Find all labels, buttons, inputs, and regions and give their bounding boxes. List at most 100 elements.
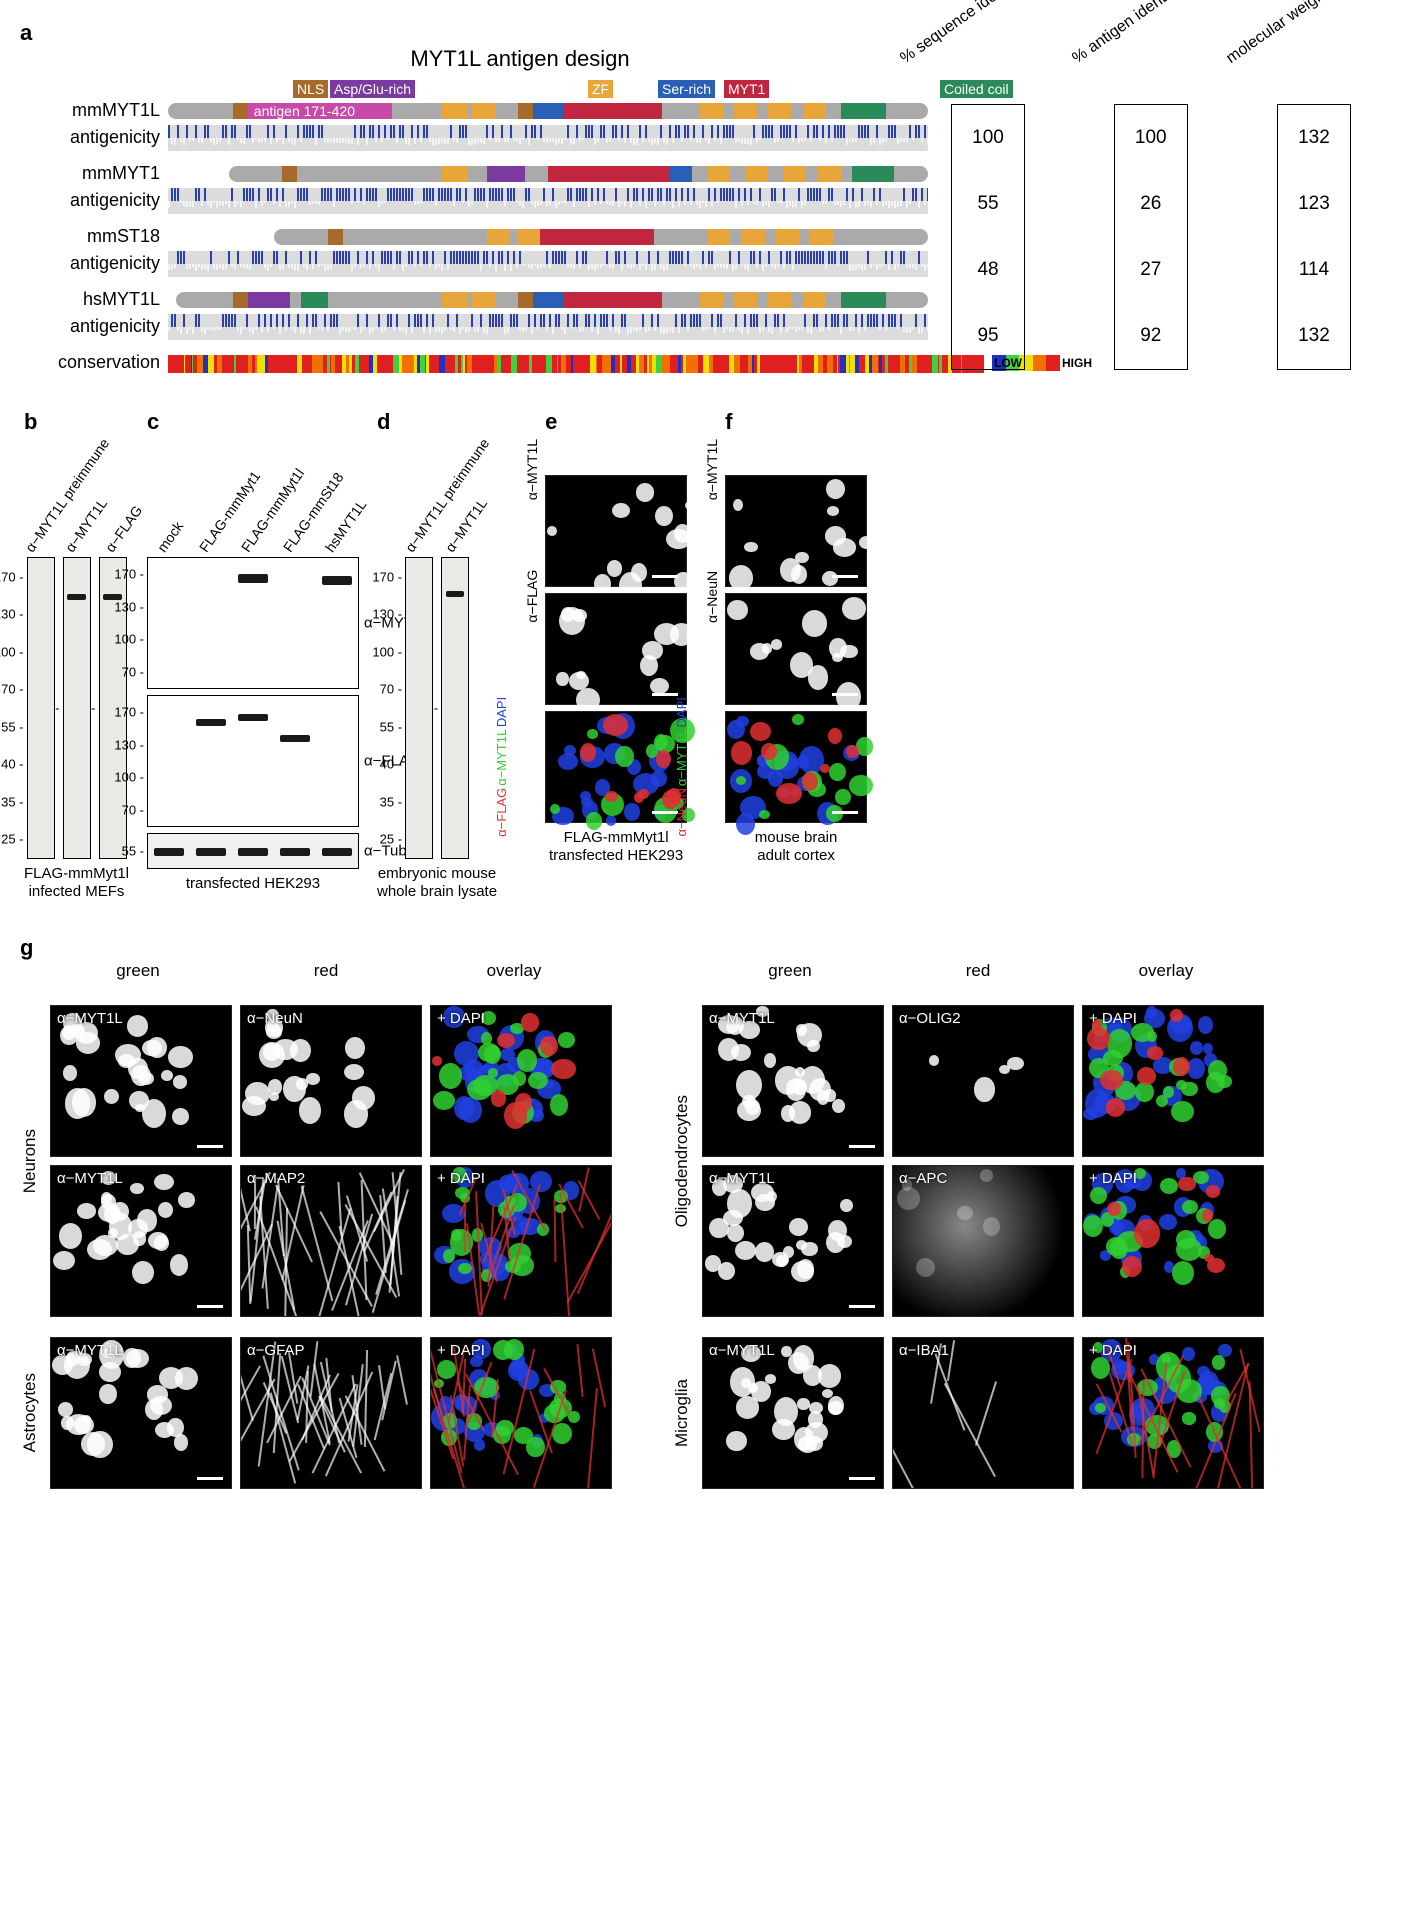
domain-aspglu (248, 292, 290, 308)
domain-aspglu (487, 166, 525, 182)
lane-header: α−FLAG (101, 533, 123, 555)
domain-zf (768, 103, 791, 119)
panel-letter-e: e (545, 409, 557, 435)
table-cell: 100 (952, 105, 1024, 171)
panel-a: a MYT1L antigen design NLSAsp/Glu-richZF… (20, 20, 1386, 373)
panel-letter-d: d (377, 409, 390, 435)
table-cell: 26 (1115, 171, 1187, 237)
lane-header: α−MYT1L (442, 533, 464, 555)
micrograph-overlay: + DAPI (1082, 1337, 1264, 1489)
domain-zf (746, 166, 769, 182)
micrograph-overlay: + DAPI (430, 1165, 612, 1317)
domain-myt1 (548, 166, 670, 182)
domain-nls (518, 103, 533, 119)
antigenicity-label: antigenicity (20, 316, 168, 337)
domain-zf (776, 229, 799, 245)
table-cell: 27 (1115, 237, 1187, 303)
blot: 170 -130 -100 -70 -α−MYT1L (147, 557, 359, 689)
lane-header: mock (154, 533, 176, 555)
micrograph: α−NeuN (725, 593, 867, 705)
table-cell: 55 (952, 171, 1024, 237)
panel-d-blots: 170 -130 -100 -70 -55 -40 -35 -25 - - (405, 557, 469, 859)
mw-label: 70 - (122, 664, 148, 679)
celltype-label: Oligodendrocytes (672, 1095, 692, 1227)
domain-zf (442, 103, 469, 119)
mw-label: 25 - (1, 832, 27, 847)
panel-g-grid: greenredoverlayNeuronsα−MYT1Lα−NeuN+ DAP… (20, 961, 1386, 1489)
blot: 55 -α−Tubulin (147, 833, 359, 869)
mw-label: 35 - (1, 794, 27, 809)
panel-letter-b: b (24, 409, 37, 435)
domain-coiled (841, 292, 887, 308)
lane-header: α−MYT1L preimmune (21, 533, 43, 555)
lane-header: FLAG-mmMyt1l (238, 533, 260, 555)
protein-label: mmMYT1L (20, 100, 168, 121)
domain-zf (742, 229, 765, 245)
mw-label: 130 - (0, 607, 28, 622)
column-header: overlay (424, 961, 604, 981)
micrograph: DAPIα−MYT1Lα−FLAG (545, 711, 687, 823)
domain-nls (233, 292, 248, 308)
column-header: red (888, 961, 1068, 981)
table-header: molecular weight kD (1223, 0, 1370, 94)
panel-b-caption: FLAG-mmMyt1linfected MEFs (24, 865, 129, 901)
blot: - (63, 557, 91, 859)
domain-nls (328, 229, 343, 245)
mw-label: - (434, 701, 442, 716)
panel-d: d α−MYT1L preimmuneα−MYT1L 170 -130 -100… (377, 409, 497, 901)
domain-zf (708, 229, 731, 245)
domain-zf (803, 292, 826, 308)
panel-b: b α−MYT1L preimmune α−MYT1L α−FLAG 170 -13… (24, 409, 129, 901)
micrograph-green: α−MYT1L (702, 1005, 884, 1157)
lane-header: α−MYT1L (61, 533, 83, 555)
lane-header: α−MYT1L preimmune (402, 533, 424, 555)
domain-ser (533, 103, 563, 119)
antigenicity-label: antigenicity (20, 253, 168, 274)
mw-label: 130 - (372, 607, 406, 622)
mw-label: 55 - (122, 844, 148, 859)
panel-d-lane-headers: α−MYT1L preimmuneα−MYT1L (409, 435, 465, 555)
mw-label: 25 - (380, 832, 406, 847)
micrograph-label: α−FLAG (524, 570, 540, 623)
table-column: 132123114132 (1277, 104, 1351, 370)
panel-c-caption: transfected HEK293 (186, 875, 320, 893)
panel-d-caption: embryonic mousewhole brain lysate (377, 865, 497, 901)
panel-f-caption: mouse brainadult cortex (755, 829, 838, 865)
domain-zf (734, 292, 757, 308)
domain-zf (708, 166, 731, 182)
panel-letter-c: c (147, 409, 159, 435)
mw-label: - (91, 701, 99, 716)
micrograph-label: α−NeuN (704, 571, 720, 623)
protein-label: mmMYT1 (20, 163, 168, 184)
micrograph-green: α−MYT1L (702, 1165, 884, 1317)
panel-b-blots: 170 -130 -100 -70 -55 -40 -35 -25 - - - (27, 557, 127, 859)
mw-label: 55 - (380, 719, 406, 734)
panel-e-images: α−MYT1Lα−FLAGDAPIα−MYT1Lα−FLAG (545, 475, 687, 823)
mw-label: 170 - (114, 567, 148, 582)
lane-header: FLAG-mmMyt1 (196, 533, 218, 555)
table-cell: 114 (1278, 237, 1350, 303)
panel-letter-g: g (20, 935, 33, 960)
mw-label: 100 - (0, 644, 28, 659)
domain-zf (700, 103, 723, 119)
panel-f: f α−MYT1Lα−NeuNDAPIα−MYT1Lα−NeuN mouse b… (725, 409, 867, 865)
micrograph: α−FLAG (545, 593, 687, 705)
table-header: % antigen identity (1069, 0, 1201, 94)
table-header: % sequence identity (898, 0, 1044, 94)
domain-nls (233, 103, 248, 119)
column-header: overlay (1076, 961, 1256, 981)
domain-myt1 (540, 229, 654, 245)
table-cell: 132 (1278, 303, 1350, 369)
domain-zf (442, 292, 469, 308)
protein-track (274, 229, 928, 245)
antigenicity-track (168, 125, 928, 151)
protein-track (229, 166, 928, 182)
micrograph-label: α−MYT1L (524, 439, 540, 500)
micrograph-red: α−APC (892, 1165, 1074, 1317)
domain-legend-myt: MYT1 (724, 80, 769, 98)
panel-letter-f: f (725, 409, 732, 435)
mw-label: 40 - (1, 757, 27, 772)
table-cell: 132 (1278, 105, 1350, 171)
domain-antigen: antigen 171-420 (248, 103, 392, 119)
mw-label: 100 - (372, 644, 406, 659)
